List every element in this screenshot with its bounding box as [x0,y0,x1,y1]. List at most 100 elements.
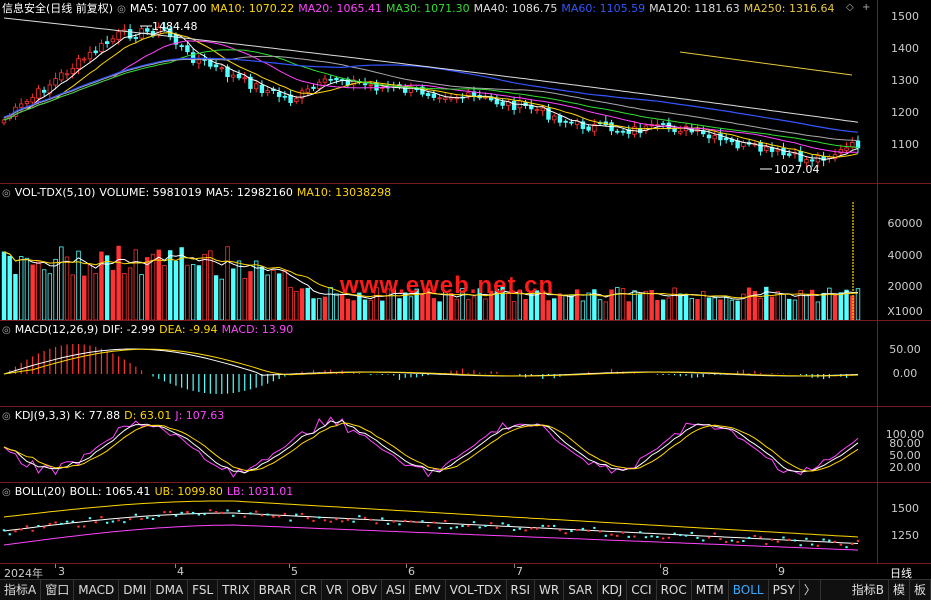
candle-body [162,27,167,30]
tab-dmi[interactable]: DMI [119,580,152,600]
volume-bar [162,264,167,320]
kline-chart[interactable] [0,0,877,183]
kdj-panel[interactable]: ◎ KDJ(9,3,3) K: 77.88 D: 63.01 J: 107.63 100… [0,407,931,482]
macd-chart[interactable] [0,321,877,406]
boll-price-mark [266,513,269,516]
volume-bar [385,288,391,320]
macd-panel[interactable]: ◎ MACD(12,26,9) DIF: -2.99 DEA: -9.94 MACD: … [0,321,931,406]
settings-circle-icon[interactable]: ◎ [2,325,11,336]
volume-bar [374,287,379,320]
tab-brar[interactable]: BRAR [255,580,297,600]
tab-indicator-a[interactable]: 指标A [0,580,42,600]
tab-indicator-b[interactable]: 指标B [848,580,889,600]
volume-bar [471,296,477,320]
candle-body [500,101,505,106]
volume-bar [179,247,184,320]
settings-circle-icon[interactable]: ◎ [117,4,126,15]
tab-trix[interactable]: TRIX [218,580,255,600]
tab-cr[interactable]: CR [296,580,322,600]
date-label: 3 [58,565,65,578]
boll-price-mark [381,517,384,520]
candle-body [855,140,861,149]
kline-panel[interactable]: 信息安全(日线 前复权) ◎ MA5: 1077.00 MA10: 1070.22 MA… [0,0,931,183]
y-tick: 0.00 [892,367,918,380]
boll-price-mark [71,520,74,523]
tab-kdj[interactable]: KDJ [598,580,628,600]
tab-macd[interactable]: MACD [74,580,120,600]
volume-bar [454,298,459,320]
plus-icon[interactable]: + [862,2,871,13]
boll-price-mark [398,523,401,526]
volume-bar [110,269,116,320]
macd-dea-line [3,348,859,377]
boll-chart[interactable] [0,483,877,563]
tab-dma[interactable]: DMA [151,580,189,600]
volume-bar [729,299,735,320]
tab-roc[interactable]: ROC [657,580,692,600]
tab-asi[interactable]: ASI [382,580,411,600]
tab-obv[interactable]: OBV [348,580,383,600]
candle-body [231,74,236,78]
candle-body [219,67,224,70]
settings-circle-icon[interactable]: ◎ [2,188,11,199]
boll-price-mark [759,536,762,539]
candle-body [764,146,769,151]
boll-panel[interactable]: ◎ BOLL(20) BOLL: 1065.41 UB: 1099.80 LB: 103… [0,483,931,563]
tab-template[interactable]: 模 [889,580,910,600]
tab-cci[interactable]: CCI [627,580,657,600]
candle-body [127,29,133,39]
volume-bar [248,271,253,320]
volume-bar [41,269,47,320]
boll-price-mark [621,531,625,534]
tab-psy[interactable]: PSY [769,580,800,600]
ma30-label: MA30: 1071.30 [385,2,470,15]
kdj-y-axis: 100.00 80.00 50.00 20.00 [877,407,931,482]
boll-price-mark [31,529,34,532]
boll-price-mark [88,517,92,520]
boll-price-mark [673,532,676,535]
candle-body [24,101,30,105]
tab-mtm[interactable]: MTM [692,580,729,600]
ma30-line [3,49,859,149]
boll-price-mark [495,526,499,529]
date-label: 4 [177,565,184,578]
boll-price-mark [134,513,138,516]
tab-wr[interactable]: WR [535,580,565,600]
candle-body [242,77,247,80]
volume-bar [368,299,374,320]
tab-rsi[interactable]: RSI [507,580,536,600]
period-label[interactable]: 日线 [890,567,912,580]
tab-boll[interactable]: BOLL [729,580,769,600]
volume-bar [236,260,242,320]
volume-bar [815,301,821,320]
volume-bar [64,256,70,320]
settings-circle-icon[interactable]: ◎ [2,411,11,422]
candle-body [282,95,288,98]
volume-bar [695,299,700,320]
candle-body [431,93,437,98]
settings-circle-icon[interactable]: ◎ [2,487,11,498]
tab-emv[interactable]: EMV [410,580,446,600]
y-tick: 1250 [891,529,919,542]
tab-window[interactable]: 窗口 [41,580,75,600]
volume-bar [231,268,236,320]
tab-vol-tdx[interactable]: VOL-TDX [446,580,507,600]
volume-bar [288,286,293,320]
tab-sar[interactable]: SAR [564,580,598,600]
tab-fsl[interactable]: FSL [188,580,219,600]
boll-price-mark [260,514,264,517]
volume-bar [517,290,523,320]
kdj-chart[interactable] [0,407,877,482]
boll-price-mark [770,538,774,541]
volume-bar [655,299,660,320]
tab-more-arrow[interactable]: 〉 [800,580,821,600]
diamond-icon[interactable]: ◇ [846,2,854,13]
tab-board[interactable]: 板 [910,580,931,600]
candle-body [626,129,631,134]
volume-bar [362,299,368,320]
volume-bar [294,290,299,320]
volume-bar [597,299,603,320]
macd-value-label: MACD: 13.90 [221,323,294,336]
tab-vr[interactable]: VR [322,580,348,600]
candle-body [678,131,683,134]
